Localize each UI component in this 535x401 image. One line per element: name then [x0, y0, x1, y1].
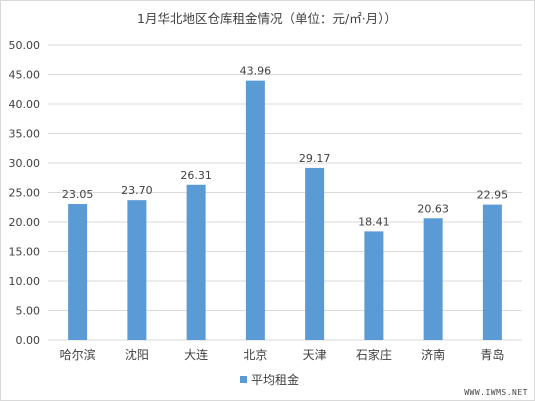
bar: [245, 80, 265, 341]
y-tick-label: 20.00: [9, 216, 41, 229]
y-tick-label: 50.00: [9, 39, 41, 52]
bar: [423, 218, 443, 340]
x-axis: 哈尔滨 沈阳 大连 北京 天津 石家庄 济南 青岛: [60, 347, 505, 362]
y-tick-label: 25.00: [9, 187, 41, 200]
x-category-label: 哈尔滨: [60, 347, 96, 362]
y-tick-label: 45.00: [9, 69, 41, 82]
data-label: 20.63: [417, 202, 449, 215]
legend-label: 平均租金: [251, 372, 299, 387]
y-axis: 0.00 5.00 10.00 15.00 20.00 25.00 30.00 35.00 40…: [9, 39, 41, 347]
y-tick-label: 10.00: [9, 275, 41, 288]
data-labels: 23.05 23.70 26.31 43.96 29.17 18.41 20.63 22.95: [62, 65, 508, 229]
x-category-label: 北京: [243, 348, 267, 362]
legend: 平均租金: [240, 372, 299, 387]
legend-swatch: [240, 376, 247, 383]
bar: [127, 200, 147, 340]
gridlines: [48, 44, 522, 341]
y-tick-label: 30.00: [9, 157, 41, 170]
x-category-label: 青岛: [480, 347, 504, 362]
bar: [68, 204, 88, 340]
x-category-label: 济南: [421, 347, 445, 362]
data-label: 23.70: [121, 184, 153, 197]
y-tick-label: 5.00: [16, 305, 41, 318]
x-category-label: 沈阳: [125, 347, 149, 362]
y-tick-label: 15.00: [9, 246, 41, 259]
x-category-label: 天津: [303, 348, 327, 362]
data-label: 23.05: [62, 188, 94, 201]
data-label: 18.41: [358, 215, 390, 228]
bar: [482, 204, 502, 340]
bar-series: [68, 80, 502, 341]
watermark: WWW.IWMS.NET: [464, 388, 528, 397]
x-category-label: 大连: [184, 347, 208, 362]
y-tick-label: 0.00: [16, 334, 41, 347]
data-label: 29.17: [299, 152, 331, 165]
y-tick-label: 40.00: [9, 98, 41, 111]
chart-title: 1月华北地区仓库租金情况（单位：元/㎡·月））: [137, 11, 397, 26]
data-label: 22.95: [477, 189, 509, 202]
bar: [186, 184, 206, 340]
x-category-label: 石家庄: [356, 347, 392, 362]
bar: [305, 167, 325, 340]
y-tick-label: 35.00: [9, 128, 41, 141]
data-label: 26.31: [180, 169, 212, 182]
bar: [364, 231, 384, 340]
data-label: 43.96: [240, 65, 272, 78]
